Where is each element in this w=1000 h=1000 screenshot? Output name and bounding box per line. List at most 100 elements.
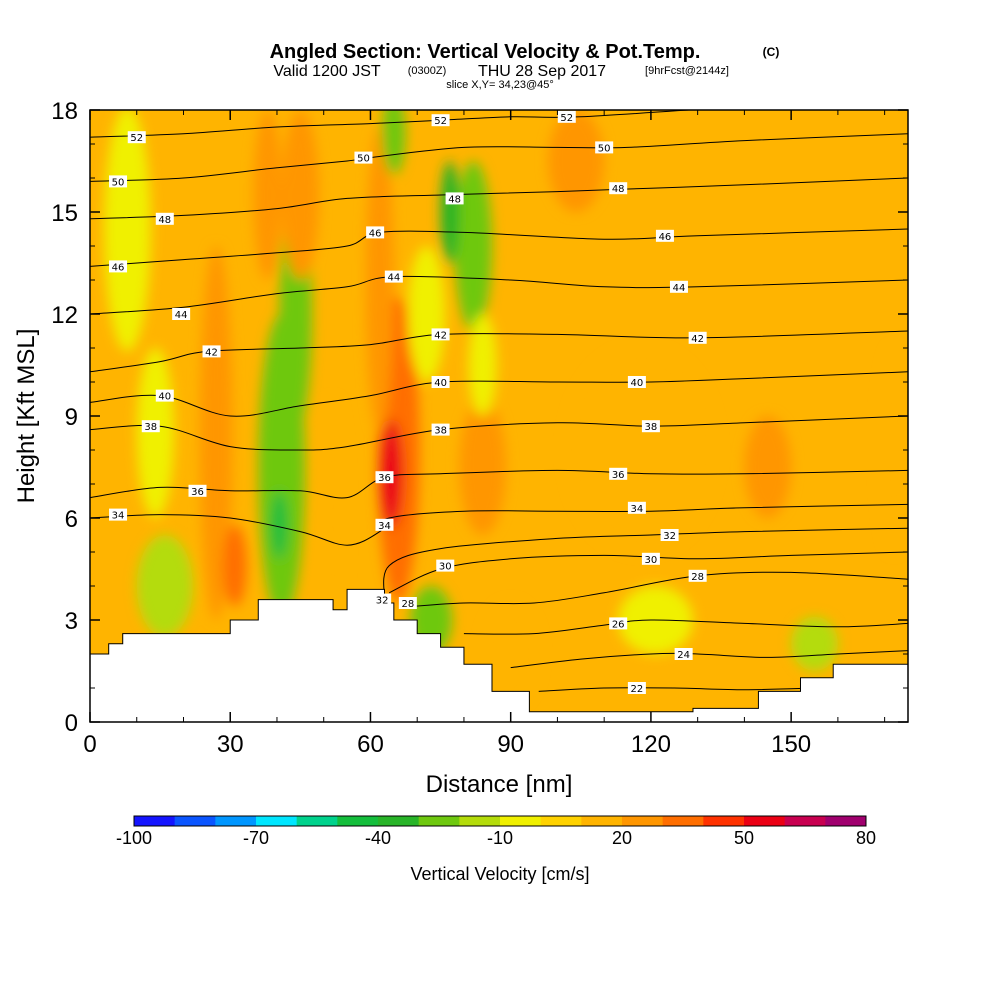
colorbar-swatch (337, 816, 379, 826)
velocity-cell (440, 161, 460, 263)
contour-label: 28 (688, 569, 707, 583)
contour-label-bg (373, 593, 392, 606)
contour-label: 46 (109, 260, 128, 273)
contour-label: 50 (595, 141, 614, 154)
contour-label-text: 52 (434, 116, 447, 127)
contour-label-bg (445, 192, 464, 205)
velocity-cell (468, 314, 497, 416)
theta-contour-36 (90, 469, 908, 499)
x-tick-label: 60 (357, 731, 384, 758)
contour-label: 28 (398, 597, 417, 610)
contour-label-text: 38 (645, 422, 658, 433)
valid-date: THU 28 Sep 2017 (478, 63, 606, 80)
contour-label-text: 50 (598, 143, 611, 154)
contour-label: 36 (375, 471, 394, 484)
contour-label-bg (609, 467, 628, 480)
contour-label-text: 34 (378, 521, 391, 532)
contour-label-text: 42 (691, 334, 704, 345)
contour-label-bg (595, 141, 614, 154)
contour-label: 52 (431, 114, 450, 127)
contour-label: 40 (627, 376, 646, 389)
velocity-cell (365, 127, 394, 433)
contour-label-text: 34 (112, 511, 125, 522)
velocity-cell (454, 161, 492, 331)
contour-label-bg (366, 226, 385, 239)
colorbar-tick-label: -70 (243, 828, 269, 848)
contour-label-bg (688, 569, 707, 582)
theta-contour-34 (90, 503, 908, 546)
contour-label-bg (398, 597, 417, 609)
colorbar-swatch (418, 816, 460, 826)
plot-area: 52 50 48 46 44 42 40 38 36 34 52 50 48 46 44 42 40 38 36 34… (90, 110, 908, 722)
velocity-cell (744, 416, 792, 518)
valid-time: Valid 1200 JST (273, 63, 381, 80)
contour-label-bg (688, 331, 707, 344)
contour-label-bg (609, 182, 628, 195)
contour-label-bg (375, 471, 394, 484)
contour-label-text: 32 (376, 596, 389, 607)
colorbar-frame (133, 815, 867, 827)
y-tick-label: 9 (65, 404, 78, 431)
colorbar: -100 -70 -40 -10 20 50 80 (116, 815, 876, 848)
contour-label: 36 (188, 484, 207, 498)
colorbar-tick-label: -10 (487, 828, 513, 848)
theta-contour-26 (463, 619, 908, 635)
contour-label: 34 (627, 501, 646, 515)
x-tick-label: 120 (631, 731, 671, 758)
contour-label: 22 (627, 682, 646, 695)
contour-label-bg (109, 260, 128, 273)
colorbar-swatch (378, 816, 420, 826)
colorbar-swatch (784, 816, 826, 826)
contour-label: 44 (384, 270, 403, 284)
velocity-cell (548, 110, 605, 212)
contour-label: 52 (557, 110, 576, 124)
contour-label: 42 (688, 331, 707, 345)
theta-contour-52 (90, 110, 696, 138)
contour-label: 34 (109, 508, 128, 522)
y-tick-label: 3 (65, 608, 78, 635)
contour-label-bg (384, 270, 403, 283)
colorbar-swatch (174, 816, 216, 826)
contour-label-text: 38 (144, 422, 157, 433)
contour-label-text: 48 (612, 184, 625, 195)
contour-label-bg (431, 114, 450, 127)
contour-label-text: 38 (434, 426, 447, 437)
colorbar-swatch (134, 816, 176, 826)
contour-label-bg (109, 508, 128, 521)
colorbar-tick-label: 20 (612, 828, 632, 848)
contour-label-text: 30 (439, 562, 452, 573)
colorbar-swatch (825, 816, 867, 826)
contour-label-text: 48 (448, 194, 461, 205)
theta-contour-28 (412, 571, 908, 607)
contour-label-bg (627, 376, 646, 388)
velocity-cell (482, 603, 539, 705)
contour-label-bg (609, 617, 628, 630)
contour-label-text: 28 (691, 572, 704, 583)
contour-label: 42 (202, 345, 221, 358)
contour-label: 50 (354, 151, 373, 165)
contour-label-text: 24 (677, 650, 690, 661)
velocity-cell (321, 399, 345, 637)
vertical-velocity-field (104, 110, 908, 705)
contour-label-bg (557, 110, 576, 123)
contour-label-bg (431, 376, 450, 388)
contour-label: 46 (366, 226, 385, 239)
contour-label: 34 (375, 518, 394, 532)
colorbar-swatch (500, 816, 542, 826)
y-tick-label: 0 (65, 710, 78, 737)
contour-label-text: 46 (112, 262, 125, 273)
valid-utc: (0300Z) (408, 65, 447, 77)
colorbar-swatch (296, 816, 338, 826)
theta-contour-32 (383, 527, 908, 600)
contour-label-bg (109, 175, 128, 188)
contour-label: 48 (445, 192, 464, 205)
terrain-mask (90, 588, 908, 722)
chart-title: Angled Section: Vertical Velocity & Pot.… (270, 41, 701, 63)
y-tick-label: 6 (65, 506, 78, 533)
contour-label-text: 36 (612, 470, 625, 481)
contour-label-text: 42 (205, 347, 218, 358)
contour-label: 32 (373, 593, 392, 607)
velocity-cell (879, 348, 908, 552)
x-axis-title: Distance [nm] (426, 771, 573, 798)
